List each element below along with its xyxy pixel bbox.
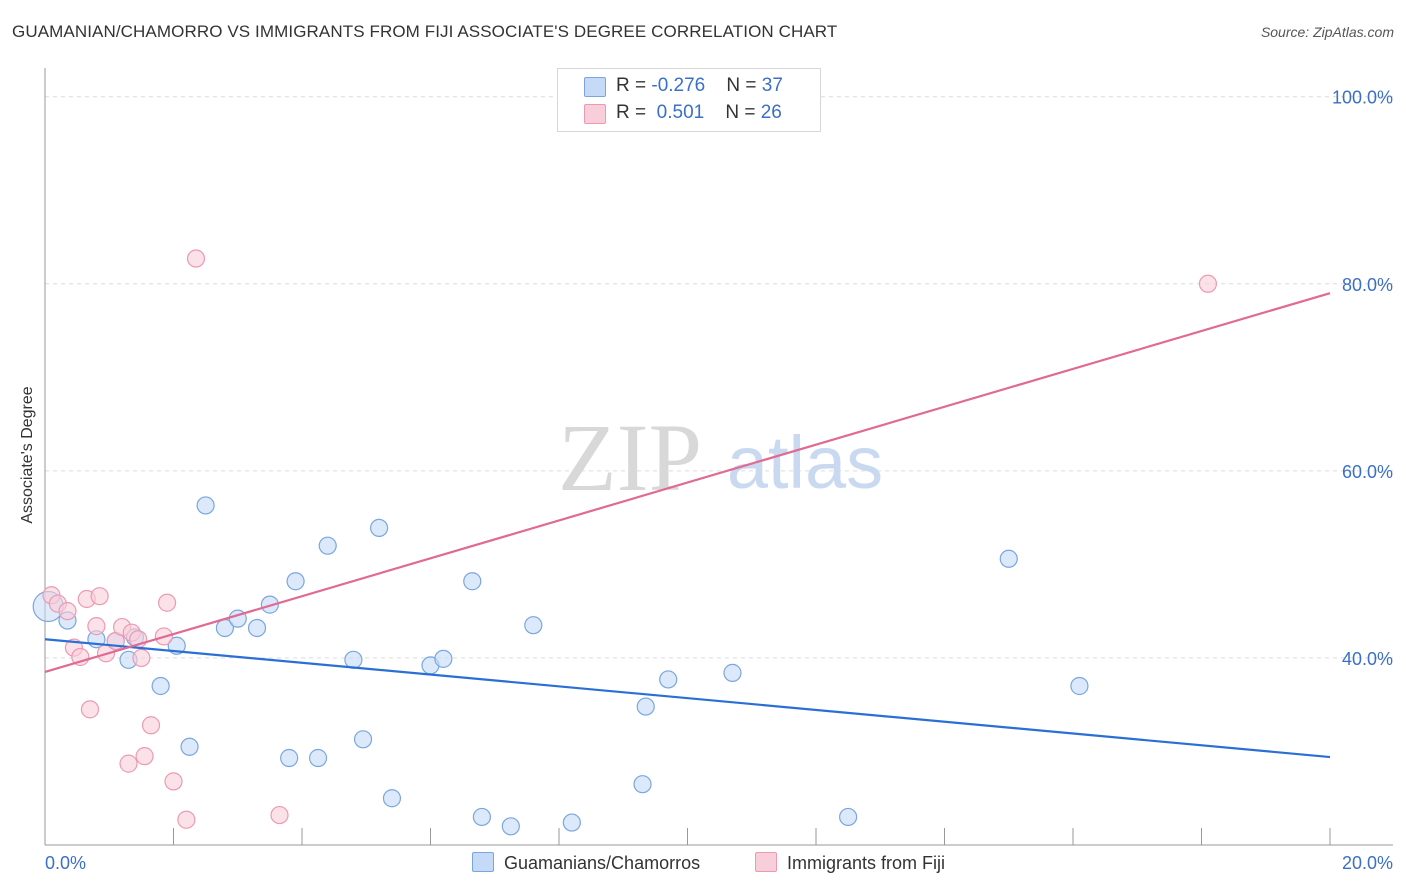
- data-point-guamanians: [247, 618, 267, 638]
- data-point-fiji: [90, 587, 109, 606]
- trend-lines: [44, 292, 1331, 759]
- legend-n-value: 26: [760, 102, 782, 123]
- data-point-guamanians: [501, 817, 520, 836]
- legend-n-label: N =: [726, 75, 762, 96]
- data-point-guamanians: [659, 670, 678, 689]
- watermark-zip: ZIP: [558, 404, 702, 511]
- bottom-legend-swatch-pink: [755, 852, 777, 872]
- bottom-legend-fiji: Immigrants from Fiji: [755, 852, 945, 874]
- legend-n-label: N =: [725, 102, 761, 123]
- data-point-guamanians: [151, 676, 170, 696]
- data-point-guamanians: [472, 807, 491, 827]
- data-point-fiji: [141, 716, 161, 735]
- y-tick-label: 60.0%: [1342, 462, 1393, 482]
- x-tick-label: 0.0%: [45, 853, 86, 873]
- watermark: ZIP atlas: [558, 404, 883, 511]
- y-axis-label: Associate's Degree: [19, 386, 36, 524]
- watermark-atlas: atlas: [727, 421, 883, 504]
- data-point-fiji: [1198, 274, 1218, 293]
- trend-line-guamanians: [44, 638, 1331, 759]
- data-point-guamanians: [382, 789, 402, 808]
- legend-r-value: 0.501: [651, 102, 705, 123]
- tick-labels: 100.0% 80.0% 60.0% 40.0% 0.0% 20.0%: [45, 88, 1393, 873]
- data-point-guamanians: [196, 496, 215, 515]
- data-point-guamanians: [633, 775, 652, 794]
- legend-r-label: R =: [616, 75, 652, 96]
- data-point-guamanians: [353, 730, 373, 749]
- y-tick-label: 100.0%: [1332, 88, 1393, 108]
- bottom-legend-label: Immigrants from Fiji: [787, 853, 946, 873]
- data-point-guamanians: [839, 807, 858, 827]
- data-point-guamanians: [286, 572, 305, 591]
- legend-swatch-pink: [584, 104, 606, 124]
- series-guamanians-points: [32, 496, 1089, 836]
- data-point-guamanians: [180, 737, 199, 756]
- data-point-fiji: [270, 805, 289, 825]
- data-point-guamanians: [434, 649, 453, 668]
- data-point-guamanians: [308, 748, 328, 768]
- data-point-guamanians: [524, 616, 543, 635]
- bottom-legend-swatch-blue: [472, 852, 494, 872]
- stats-legend: R = -0.276 N = 37 R = 0.501 N = 26: [557, 68, 821, 132]
- bottom-legend-guamanians: Guamanians/Chamorros: [472, 852, 700, 874]
- x-tick-label: 20.0%: [1342, 853, 1393, 873]
- data-point-fiji: [177, 810, 196, 829]
- data-point-fiji: [80, 700, 100, 719]
- bottom-legend-label: Guamanians/Chamorros: [504, 853, 701, 873]
- data-point-guamanians: [562, 813, 581, 832]
- axes: [44, 68, 1393, 846]
- data-point-guamanians: [999, 549, 1018, 568]
- legend-text: R = -0.276 N = 37: [616, 75, 783, 97]
- data-point-fiji: [157, 593, 177, 612]
- legend-r-value: -0.276: [651, 75, 706, 96]
- legend-text: R = 0.501 N = 26: [616, 102, 782, 124]
- data-point-guamanians: [636, 697, 655, 716]
- gridlines: [45, 96, 1393, 659]
- data-point-guamanians: [370, 518, 389, 538]
- data-point-fiji: [186, 249, 206, 268]
- data-point-guamanians: [280, 748, 299, 768]
- data-point-guamanians: [1070, 676, 1089, 696]
- y-tick-label: 40.0%: [1342, 649, 1393, 669]
- legend-n-value: 37: [761, 75, 783, 96]
- data-point-guamanians: [344, 650, 363, 669]
- legend-r-label: R =: [616, 102, 652, 123]
- data-point-fiji: [119, 754, 138, 773]
- data-point-fiji: [58, 602, 77, 621]
- data-point-guamanians: [318, 536, 337, 555]
- y-tick-label: 80.0%: [1342, 275, 1393, 295]
- series-fiji-points: [42, 249, 1218, 829]
- source-note: Source: ZipAtlas.com: [1260, 24, 1394, 40]
- data-point-guamanians: [463, 572, 482, 591]
- legend-swatch-blue: [584, 77, 606, 97]
- data-point-fiji: [135, 747, 154, 766]
- trend-line-fiji: [44, 292, 1331, 674]
- data-point-fiji: [132, 648, 151, 668]
- data-point-fiji: [164, 772, 183, 791]
- data-point-guamanians: [723, 663, 742, 682]
- chart-title: GUAMANIAN/CHAMORRO VS IMMIGRANTS FROM FI…: [12, 22, 838, 41]
- data-point-fiji: [87, 617, 106, 636]
